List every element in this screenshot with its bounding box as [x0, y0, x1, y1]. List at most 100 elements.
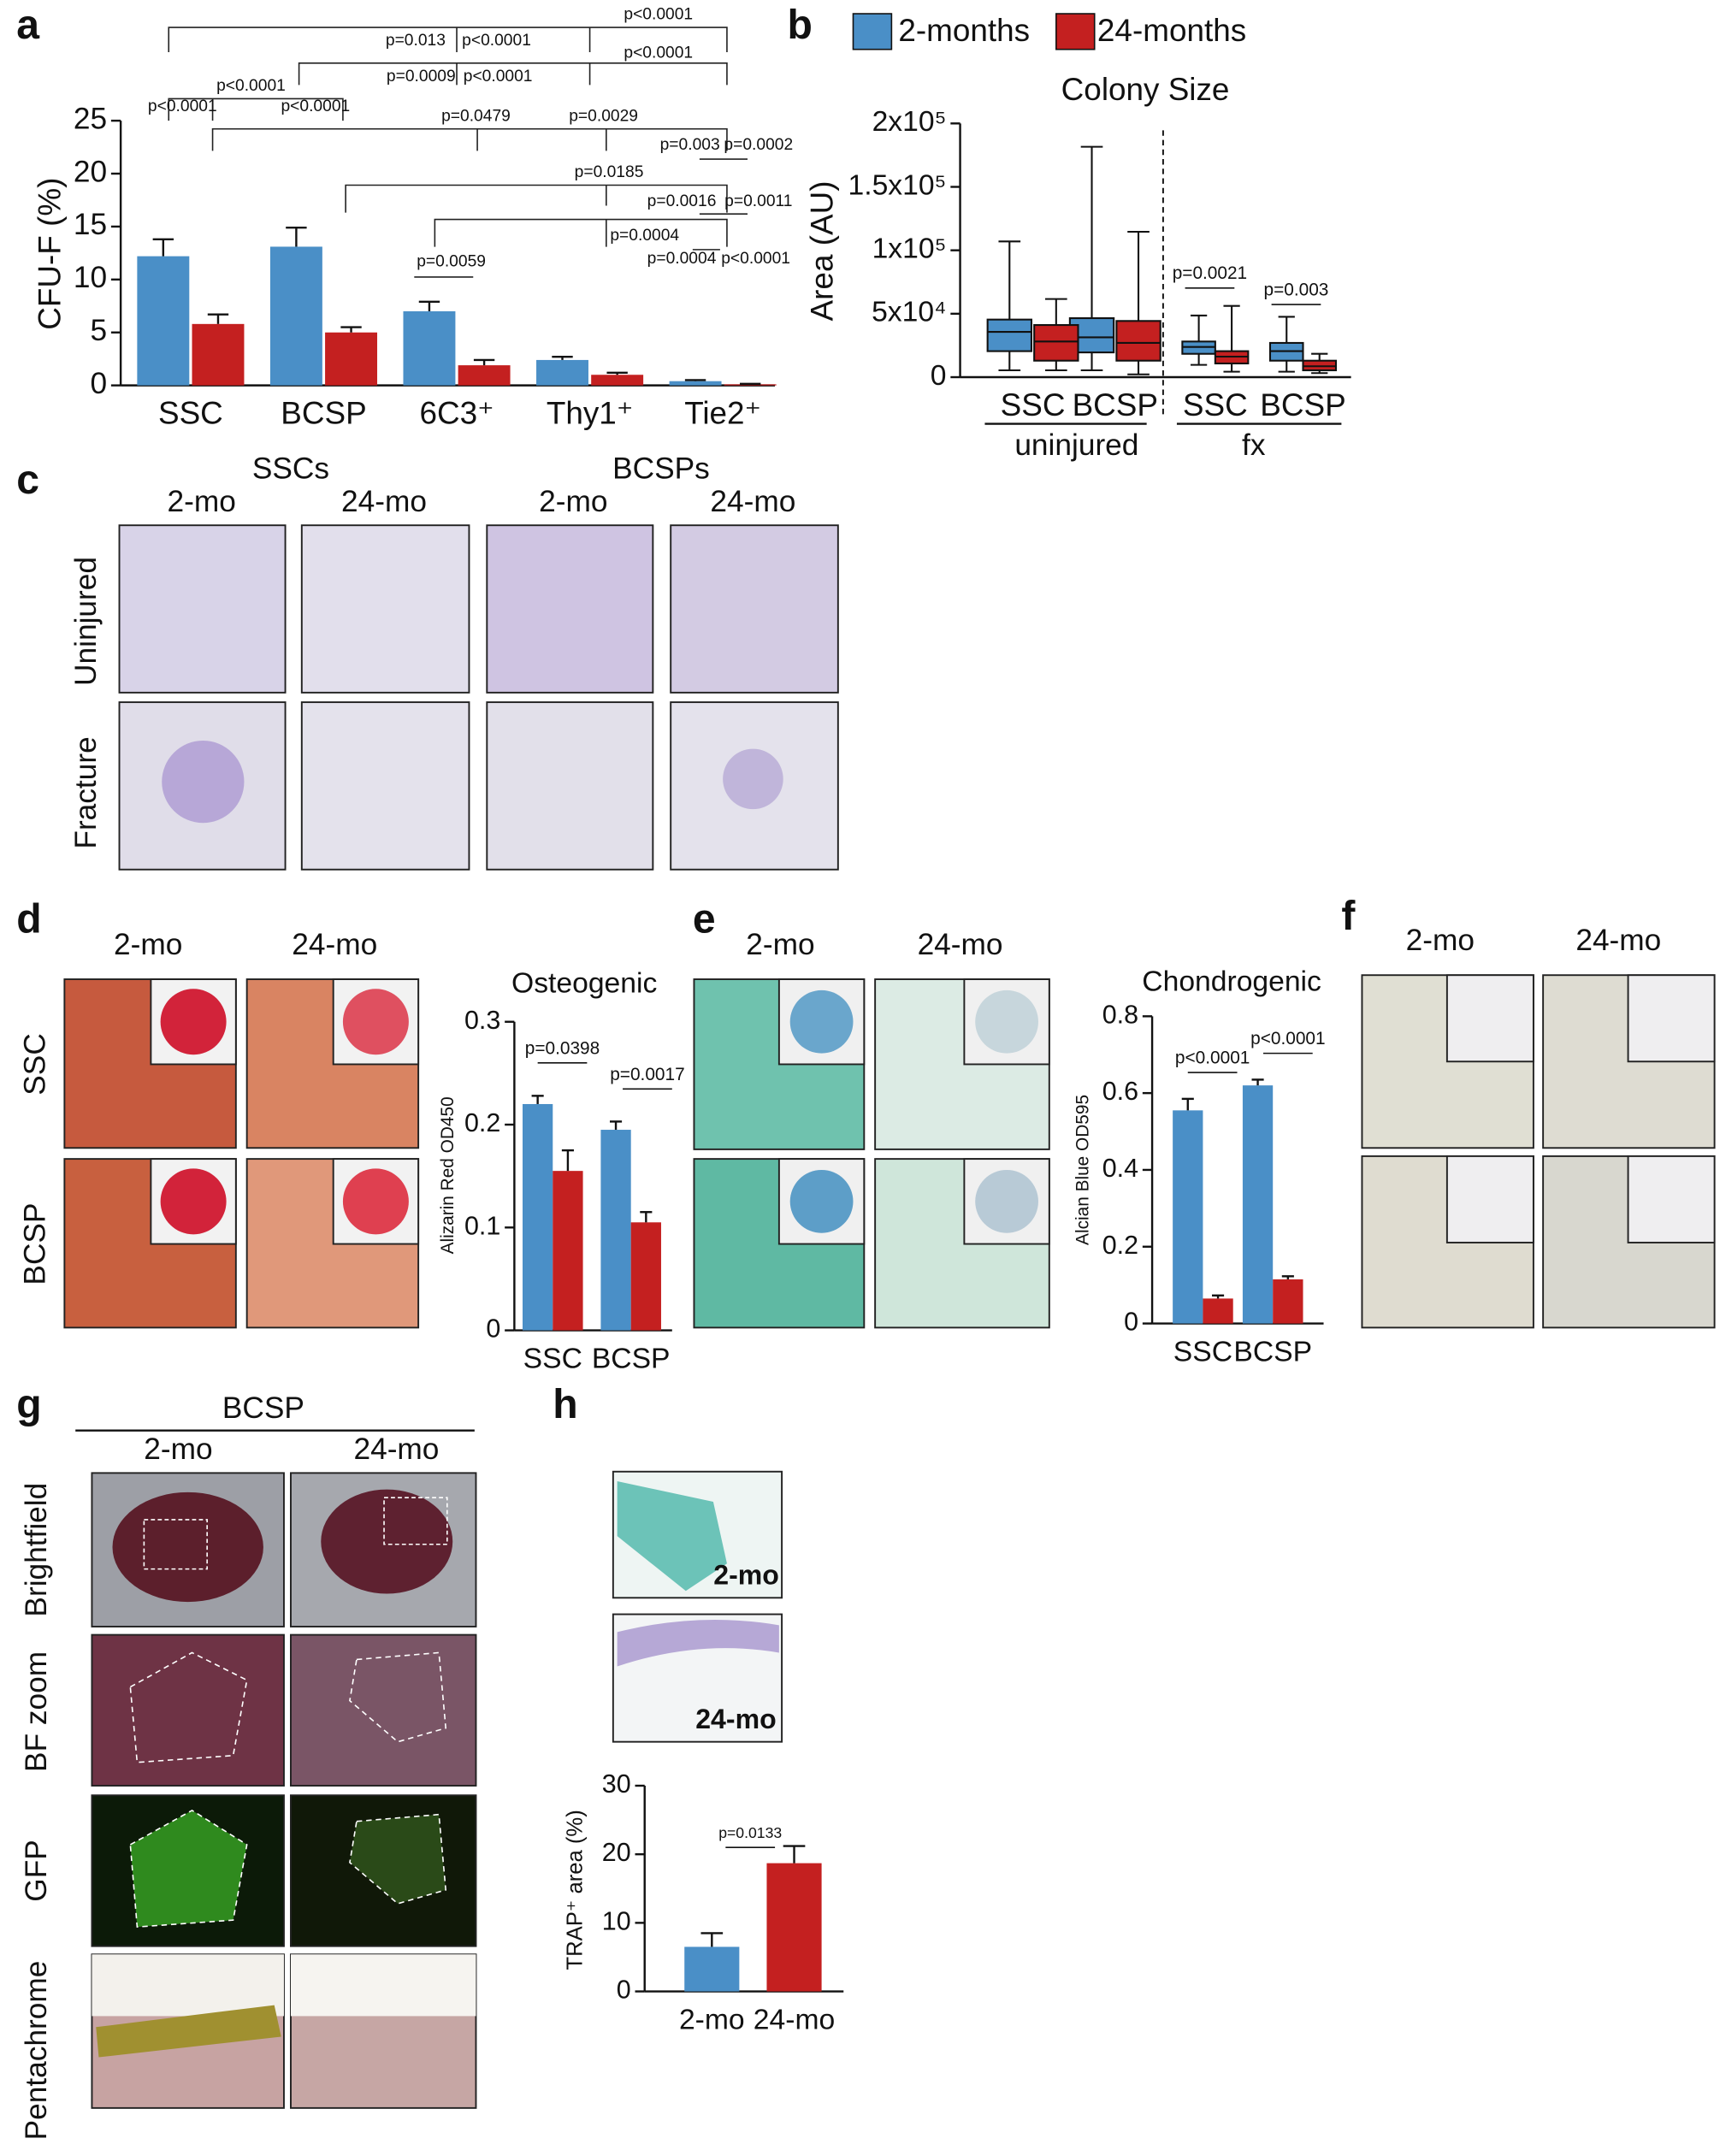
bar	[1173, 1110, 1203, 1324]
bar	[553, 1171, 583, 1331]
image-grid	[693, 978, 1050, 1329]
image	[670, 524, 839, 694]
image-grid	[91, 1472, 477, 2109]
image	[118, 524, 287, 694]
tissue	[617, 1480, 727, 1592]
y-tick-label: 5x10⁴	[872, 297, 946, 328]
panel-letter: e	[693, 895, 716, 942]
y-tick-label: 15	[74, 208, 107, 241]
x-tick-label: BCSP	[592, 1344, 671, 1375]
y-tick-label: 0.3	[464, 1006, 500, 1035]
outline	[349, 1651, 447, 1743]
y-tick-label: 10	[602, 1906, 631, 1935]
annotation: p<0.0001	[721, 250, 790, 268]
x-tick-label: 24-mo	[754, 2005, 835, 2036]
tissue	[290, 1954, 476, 2017]
x-tick-label: SSC	[158, 396, 223, 431]
bar	[669, 381, 722, 386]
well	[789, 989, 854, 1054]
chart-title: Colony Size	[1061, 72, 1230, 107]
annotation: p=0.0398	[525, 1038, 600, 1058]
inset	[1627, 974, 1716, 1063]
annotation: p=0.0004	[610, 227, 679, 245]
y-tick-label: 0	[931, 360, 947, 392]
colony	[162, 740, 245, 824]
y-tick-label: 0.8	[1102, 1000, 1138, 1029]
bar	[766, 1863, 822, 1992]
bar	[684, 1946, 740, 1992]
image	[300, 701, 470, 871]
colony	[723, 748, 783, 810]
image	[486, 701, 654, 871]
row-label: Brightfield	[20, 1483, 53, 1617]
group-label: SSCs	[252, 452, 329, 485]
x-tick-label: BCSP	[1233, 1337, 1312, 1368]
panel-letter: h	[553, 1381, 577, 1427]
well	[975, 989, 1038, 1054]
y-axis-label: Alcian Blue OD595	[1073, 1095, 1092, 1245]
bar	[1203, 1298, 1233, 1324]
image	[300, 524, 470, 694]
legend-swatch	[1055, 13, 1096, 50]
bar	[1273, 1279, 1303, 1324]
column-label: 24-mo	[1575, 924, 1661, 957]
annotation: p=0.0002	[724, 136, 793, 154]
outline	[129, 1651, 248, 1763]
y-tick-label: 0	[1124, 1308, 1138, 1337]
y-axis-label: TRAP⁺ area (%)	[563, 1810, 587, 1970]
image	[486, 524, 654, 694]
annotation: p=0.0017	[610, 1065, 684, 1084]
y-tick-label: 25	[74, 102, 107, 135]
column-label: 2-mo	[1406, 924, 1475, 957]
x-tick-label: SSC	[1183, 387, 1248, 422]
column-label: 2-mo	[168, 485, 236, 518]
bar	[137, 256, 190, 386]
panel-letter: g	[16, 1381, 41, 1427]
tissue	[112, 1491, 263, 1603]
outline	[129, 1809, 248, 1929]
y-tick-label: 1x10⁵	[872, 233, 947, 265]
row-label: SSC	[19, 1033, 52, 1096]
column-label: 24-mo	[292, 928, 377, 961]
row-label: BCSP	[19, 1203, 52, 1285]
y-tick-label: 0	[486, 1314, 500, 1344]
x-tick-label: BCSP	[281, 396, 366, 431]
row-label: Fracture	[69, 736, 103, 848]
inset	[1627, 1155, 1716, 1243]
annotation: p<0.0001	[624, 6, 693, 24]
box	[1033, 324, 1079, 362]
panel-letter: c	[16, 457, 39, 503]
y-axis-label: Alizarin Red OD450	[438, 1096, 458, 1254]
bar	[458, 365, 511, 386]
image	[290, 1633, 477, 1787]
y-tick-label: 0.2	[1102, 1231, 1138, 1260]
annotation: p=0.0029	[569, 107, 638, 125]
bracket	[414, 158, 748, 278]
y-tick-label: 2x10⁵	[872, 106, 947, 138]
group-label: fx	[1242, 428, 1266, 462]
annotation: p=0.0016	[647, 192, 717, 210]
annotation: p=0.0059	[417, 252, 486, 270]
annotation: p=0.013	[386, 32, 446, 50]
chart-title: Osteogenic	[511, 967, 657, 999]
bar	[522, 1103, 553, 1331]
y-tick-label: 0.6	[1102, 1077, 1138, 1106]
image	[91, 1633, 285, 1787]
tissue	[617, 1619, 779, 1667]
y-tick-label: 30	[602, 1769, 631, 1799]
x-tick-label: Tie2⁺	[684, 396, 761, 431]
bar	[591, 375, 644, 386]
y-axis-label: Area (AU)	[805, 181, 840, 322]
y-tick-label: 20	[602, 1838, 631, 1867]
y-axis-label: CFU-F (%)	[33, 178, 68, 330]
zoom-box	[383, 1497, 448, 1545]
annotation: p=0.0009	[387, 68, 456, 86]
annotation: p=0.003	[1264, 280, 1329, 299]
bracket	[298, 62, 728, 86]
annotation: p<0.0001	[464, 68, 533, 86]
annotation: p=0.003	[660, 136, 720, 154]
image-label: 2-mo	[713, 1560, 779, 1591]
legend-label: 24-months	[1097, 13, 1246, 48]
